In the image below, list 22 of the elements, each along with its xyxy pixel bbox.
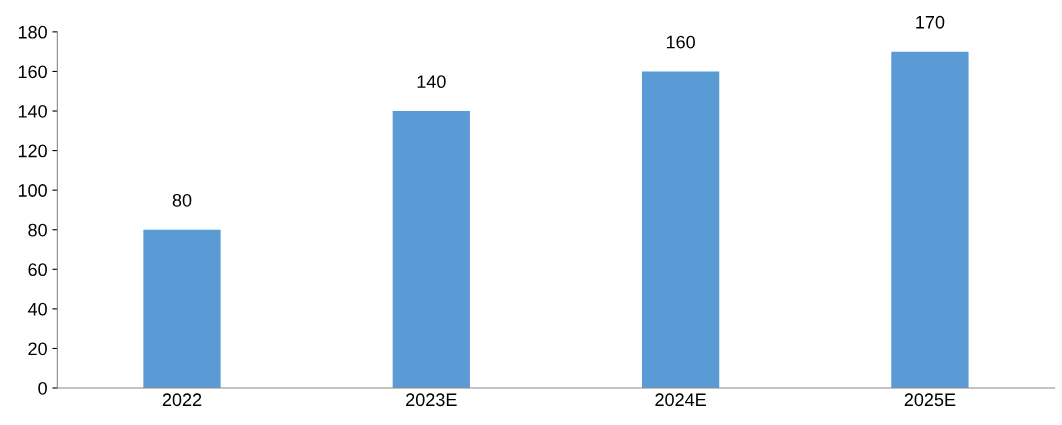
y-tick-label: 160 (18, 65, 47, 79)
data-label: 140 (417, 75, 446, 89)
x-tick-label: 2024E (655, 393, 706, 407)
y-tick-label: 40 (27, 302, 47, 316)
data-label: 170 (916, 15, 945, 29)
x-tick-label: 2022 (162, 393, 202, 407)
bar (143, 229, 221, 389)
y-tick-label: 60 (28, 263, 47, 277)
y-tick-label: 140 (18, 104, 47, 118)
bar (641, 71, 720, 389)
x-tick-label: 2025E (904, 393, 956, 407)
y-tick-label: 100 (18, 184, 47, 197)
data-label: 160 (666, 35, 695, 49)
bar (891, 51, 969, 389)
data-label: 80 (172, 193, 192, 207)
y-tick-label: 180 (18, 25, 47, 39)
y-tick-label: 20 (28, 342, 47, 356)
y-tick-label: 80 (28, 223, 47, 237)
bar (392, 111, 470, 389)
y-tick-label: 120 (18, 144, 47, 158)
x-tick-label: 2023E (406, 393, 457, 407)
y-tick-label: 0 (38, 381, 47, 395)
